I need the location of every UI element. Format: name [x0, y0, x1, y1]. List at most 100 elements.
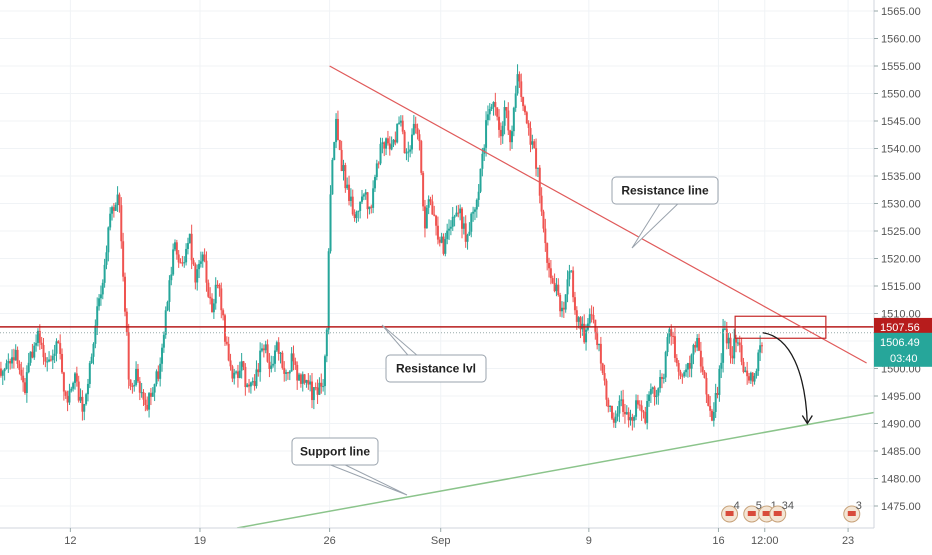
candle-up [90, 356, 93, 364]
price-tick-label: 1520.00 [881, 254, 921, 266]
candle-down [553, 282, 556, 292]
candle-up [288, 371, 291, 374]
candle-up [48, 359, 51, 362]
candle-down [314, 387, 317, 389]
candle-down [194, 264, 197, 283]
candle-down [422, 172, 425, 207]
candle-up [33, 345, 36, 358]
candle-down [562, 307, 565, 310]
candle-down [746, 370, 749, 377]
time-tick-label: Sep [431, 535, 451, 547]
candle-down [146, 404, 149, 410]
candle-down [20, 369, 23, 376]
price-tick-label: 1490.00 [881, 419, 921, 431]
candle-up [1, 371, 4, 376]
candle-down [464, 223, 467, 242]
candle-up [444, 239, 447, 254]
candle-down [675, 357, 678, 364]
candle-down [457, 212, 460, 214]
candle-down [729, 337, 732, 356]
candle-down [38, 330, 41, 343]
candle-down [0, 368, 2, 376]
current-price-tag[interactable] [874, 332, 932, 367]
candle-down [207, 282, 210, 297]
price-tick-label: 1525.00 [881, 226, 921, 238]
candle-down [123, 276, 126, 312]
candle-up [185, 248, 188, 263]
candle-down [592, 314, 595, 320]
candle-up [510, 131, 513, 143]
candle-up [107, 227, 110, 253]
candle-up [94, 325, 97, 344]
candle-up [329, 194, 332, 252]
support-line-callout[interactable]: Support line [291, 437, 408, 496]
candle-down [559, 294, 562, 312]
candle-down [740, 345, 743, 362]
candle-down [216, 284, 219, 286]
candle-up [481, 153, 484, 169]
candle-down [710, 410, 713, 421]
candle-down [709, 405, 712, 411]
candle-up [29, 351, 32, 363]
candle-down [242, 361, 245, 367]
resistance-level-tag[interactable] [874, 317, 932, 335]
candle-down [227, 343, 230, 361]
event-marker[interactable]: 3 [843, 500, 862, 523]
candle-down [316, 387, 319, 395]
event-count: 4 [734, 500, 740, 512]
candle-down [366, 192, 369, 210]
candle-down [9, 360, 12, 364]
candle-up [164, 310, 167, 335]
candle-down [248, 384, 251, 387]
candle-up [635, 400, 638, 417]
resistance-level-callout[interactable]: Resistance lvl [381, 324, 487, 383]
candle-up [720, 362, 723, 369]
candle-down [23, 382, 26, 393]
candle-up [148, 393, 151, 410]
candle-down [377, 163, 380, 165]
trend-lines [0, 65, 875, 529]
candle-up [233, 372, 236, 379]
candle-down [429, 199, 432, 202]
candle-down [299, 374, 302, 384]
candle-down [573, 297, 576, 311]
forecast-arrow[interactable] [762, 332, 808, 424]
candle-up [199, 261, 202, 264]
candle-up [101, 282, 104, 295]
candle-up [188, 233, 191, 244]
candle-up [170, 274, 173, 281]
highlight-box[interactable] [734, 315, 827, 339]
candle-up [625, 412, 628, 415]
resistance-line-callout-pointer [631, 203, 679, 249]
candle-down [44, 357, 47, 362]
grid [0, 0, 874, 528]
resistance-trend-line[interactable] [329, 65, 867, 364]
resistance-level-callout-label: Resistance lvl [396, 362, 476, 376]
price-axis[interactable]: 1565.00 1560.00 1555.00 1550.00 1545.00 1540.… [873, 0, 932, 550]
candle-up [392, 139, 395, 145]
candle-up [459, 208, 462, 214]
candle-down [416, 128, 419, 135]
candle-up [375, 163, 378, 178]
price-tick-label: 1530.00 [881, 199, 921, 211]
annotations: Resistance line Resistance lvl Support lin… [291, 176, 862, 523]
time-axis[interactable]: 12 19 26 Sep 9 16 12:00 23 [0, 527, 932, 550]
candle-up [722, 328, 725, 363]
candle-down [433, 214, 436, 216]
support-trend-line[interactable] [236, 411, 875, 529]
candle-up [305, 380, 308, 383]
event-marker[interactable]: 5 [743, 500, 762, 523]
event-marker[interactable]: 34 [769, 500, 794, 523]
candle-up [451, 216, 454, 227]
candle-down [127, 332, 130, 380]
event-count: 34 [782, 500, 794, 512]
candle-up [560, 307, 563, 312]
candle-down [549, 268, 552, 279]
time-tick-label: 16 [712, 535, 724, 547]
event-marker[interactable]: 4 [721, 500, 740, 523]
candle-up [25, 372, 28, 393]
candle-down [612, 418, 615, 423]
resistance-line-callout[interactable]: Resistance line [611, 176, 719, 249]
candle-down [311, 381, 314, 401]
candle-up [79, 396, 82, 401]
